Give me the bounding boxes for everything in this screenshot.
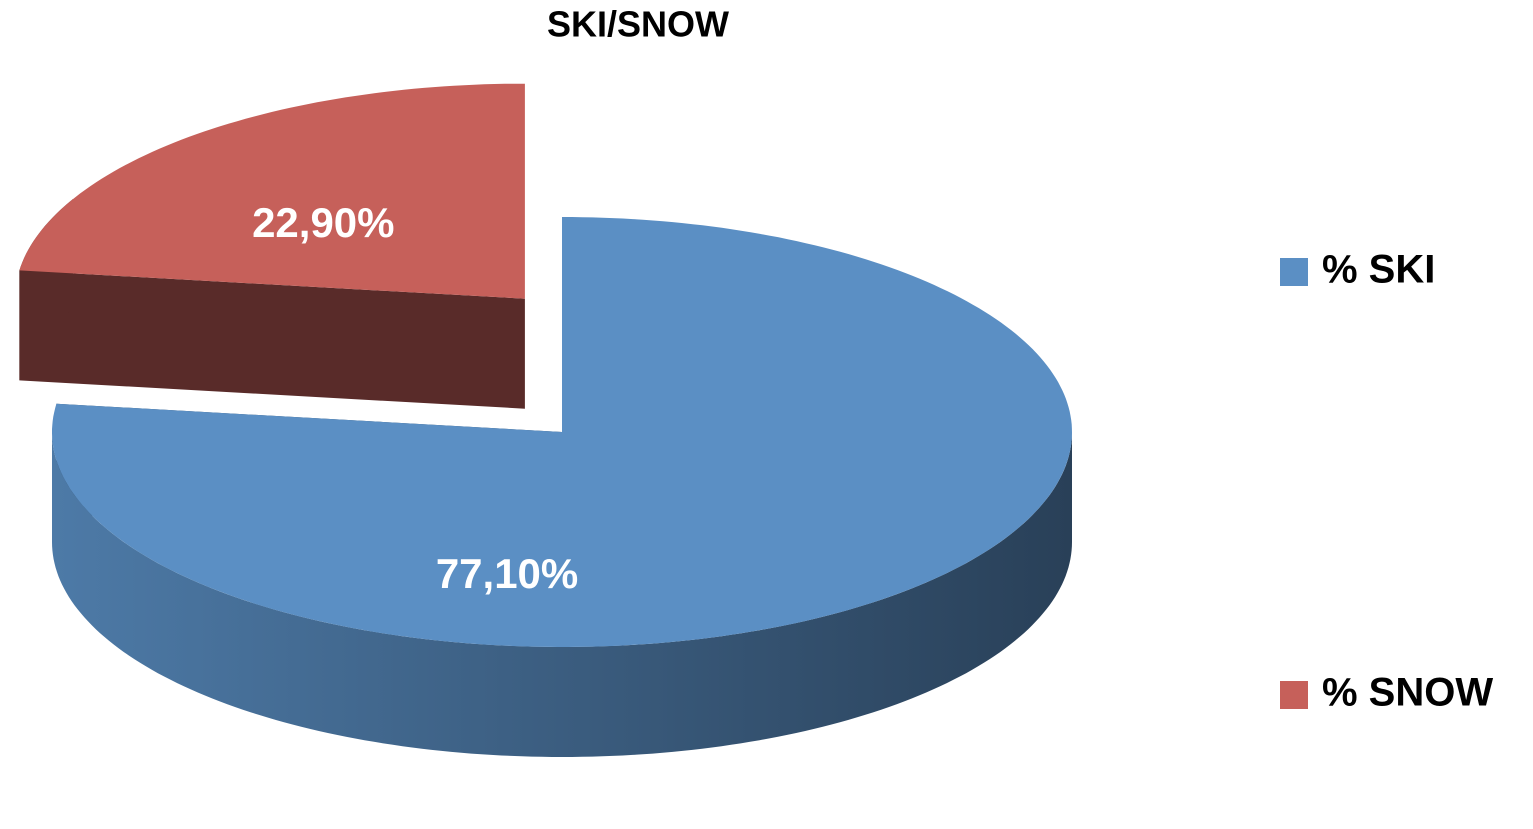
data-label: 77,10%	[436, 550, 578, 597]
legend-swatch	[1280, 681, 1308, 709]
legend-swatch	[1280, 258, 1308, 286]
slice	[19, 83, 525, 299]
slice-side	[52, 432, 1072, 757]
legend-label: % SKI	[1322, 248, 1435, 292]
data-label: 22,90%	[252, 199, 394, 246]
slice	[52, 217, 1072, 647]
legend-label: % SNOW	[1322, 671, 1493, 715]
slice-cut-face	[19, 270, 525, 409]
chart-title: SKI/SNOW	[547, 4, 729, 45]
